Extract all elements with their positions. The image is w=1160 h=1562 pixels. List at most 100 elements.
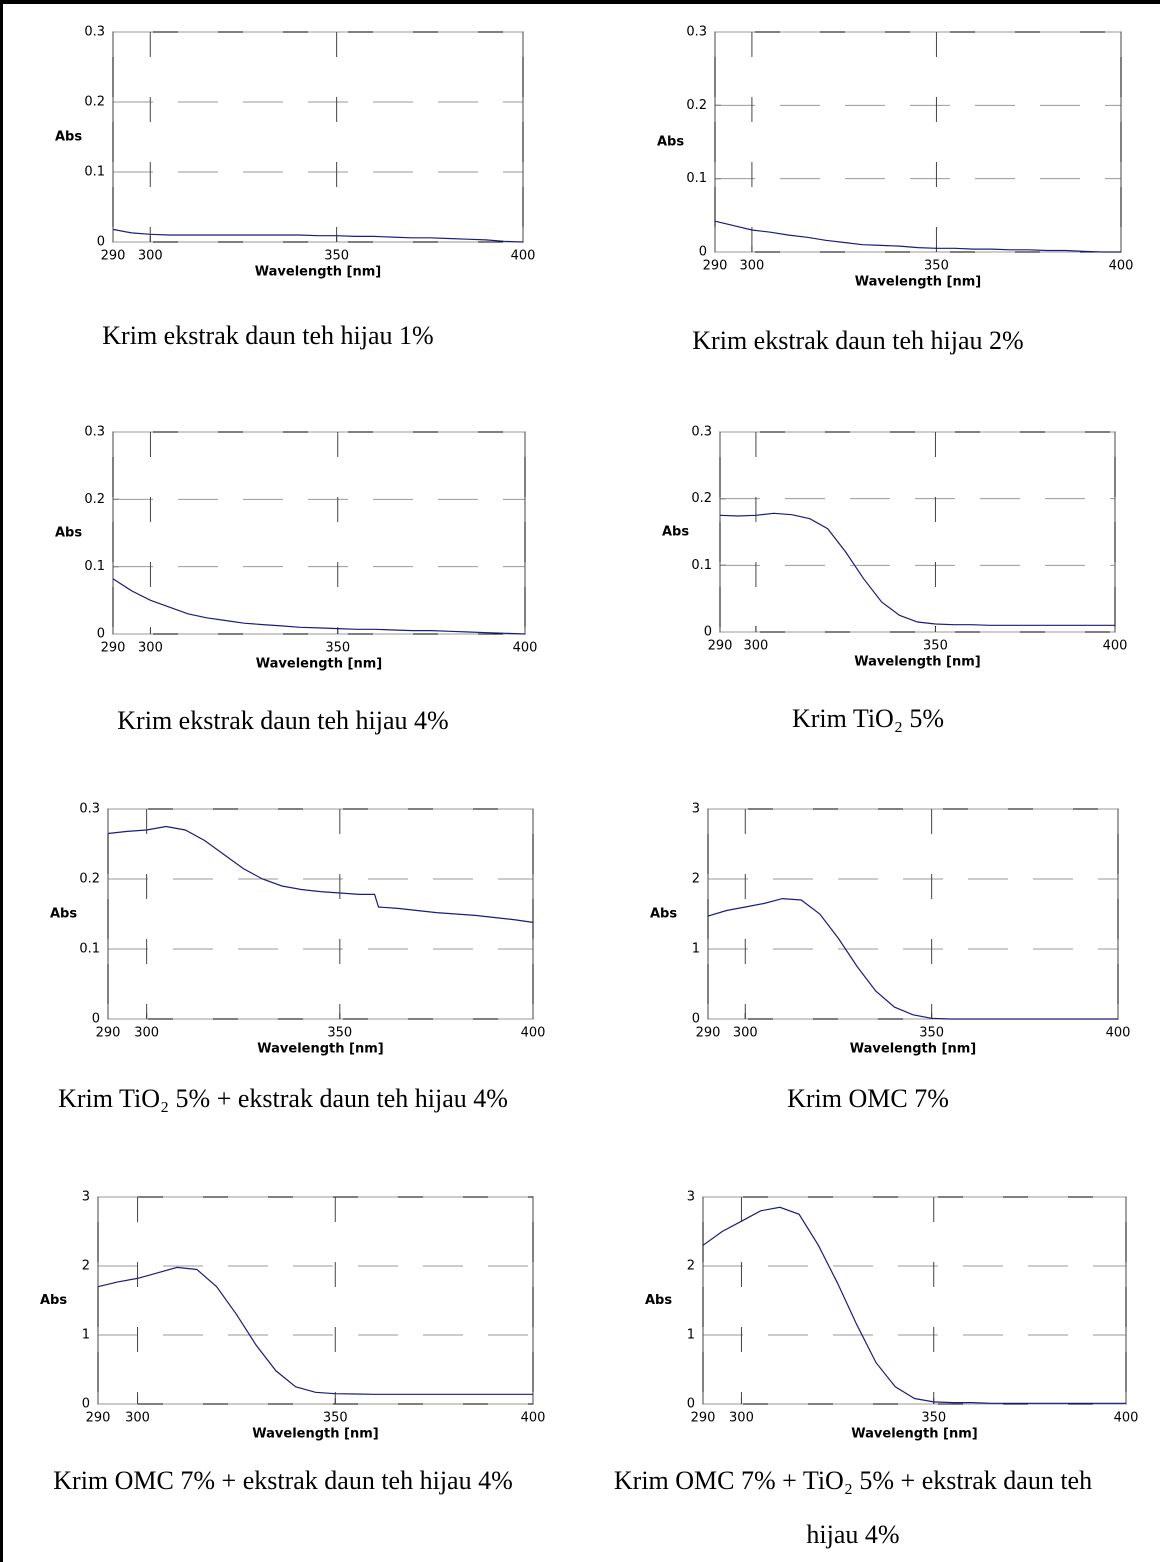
x-tick-label: 300 bbox=[739, 259, 764, 274]
x-tick-label: 300 bbox=[125, 1411, 150, 1426]
x-tick-label: 290 bbox=[96, 1026, 121, 1041]
x-tick-label: 350 bbox=[924, 259, 949, 274]
x-axis-label: Wavelength [nm] bbox=[850, 1042, 976, 1057]
y-tick-label: 0.1 bbox=[79, 942, 100, 957]
y-axis-label: Abs bbox=[657, 135, 684, 150]
y-tick-label: 1 bbox=[692, 942, 700, 957]
x-tick-label: 350 bbox=[327, 1026, 352, 1041]
caption: Krim OMC 7% bbox=[608, 1072, 1128, 1126]
y-tick-label: 1 bbox=[687, 1328, 695, 1343]
caption: Krim OMC 7% + ekstrak daun teh hijau 4% bbox=[23, 1454, 543, 1508]
spectrum-line bbox=[715, 221, 1121, 252]
x-tick-label: 400 bbox=[1103, 639, 1128, 654]
y-tick-label: 0.3 bbox=[79, 802, 100, 817]
y-tick-label: 0.2 bbox=[84, 95, 105, 110]
caption: Krim OMC 7% + TiO₂ 5% + ekstrak daun teh… bbox=[593, 1454, 1113, 1562]
y-tick-label: 0.3 bbox=[84, 425, 105, 440]
y-tick-label: 0 bbox=[82, 1397, 90, 1412]
y-tick-label: 0.1 bbox=[686, 171, 707, 186]
x-axis-label: Wavelength [nm] bbox=[854, 655, 980, 670]
x-tick-label: 300 bbox=[134, 1026, 159, 1041]
y-axis-label: Abs bbox=[650, 907, 677, 922]
y-tick-label: 0.2 bbox=[691, 491, 712, 506]
y-tick-label: 0.1 bbox=[691, 558, 712, 573]
spectrum-line bbox=[108, 827, 533, 923]
spectrum-line bbox=[113, 579, 525, 634]
x-axis-label: Wavelength [nm] bbox=[851, 1427, 977, 1442]
x-tick-label: 350 bbox=[921, 1411, 946, 1426]
plot-frame bbox=[113, 32, 523, 242]
spectrum-line bbox=[703, 1207, 1126, 1403]
y-tick-label: 0.2 bbox=[79, 872, 100, 887]
plot-frame bbox=[703, 1197, 1126, 1404]
x-tick-label: 290 bbox=[101, 249, 126, 264]
plot-frame bbox=[113, 432, 525, 634]
x-axis-label: Wavelength [nm] bbox=[256, 657, 382, 672]
y-tick-label: 0 bbox=[97, 627, 105, 642]
x-tick-label: 400 bbox=[1106, 1026, 1131, 1041]
x-tick-label: 290 bbox=[696, 1026, 721, 1041]
y-tick-label: 3 bbox=[687, 1190, 695, 1205]
y-tick-label: 0.1 bbox=[84, 165, 105, 180]
y-tick-label: 0.3 bbox=[691, 425, 712, 440]
x-tick-label: 350 bbox=[923, 639, 948, 654]
y-tick-label: 2 bbox=[82, 1259, 90, 1274]
plot-frame bbox=[715, 32, 1121, 252]
y-tick-label: 0 bbox=[699, 245, 707, 260]
y-tick-label: 0.3 bbox=[686, 25, 707, 40]
x-tick-label: 400 bbox=[521, 1411, 546, 1426]
y-axis-label: Abs bbox=[40, 1293, 67, 1308]
x-tick-label: 300 bbox=[743, 639, 768, 654]
caption: Krim TiO₂ 5% bbox=[608, 692, 1128, 746]
x-tick-label: 350 bbox=[323, 1411, 348, 1426]
x-axis-label: Wavelength [nm] bbox=[855, 275, 981, 290]
x-tick-label: 290 bbox=[703, 259, 728, 274]
y-tick-label: 3 bbox=[82, 1190, 90, 1205]
y-tick-label: 3 bbox=[692, 802, 700, 817]
y-axis-label: Abs bbox=[50, 907, 77, 922]
x-tick-label: 290 bbox=[101, 641, 126, 656]
y-tick-label: 1 bbox=[82, 1328, 90, 1343]
y-axis-label: Abs bbox=[662, 525, 689, 540]
page: 00.10.20.3290300350400AbsWavelength [nm]… bbox=[0, 0, 1160, 1562]
x-tick-label: 290 bbox=[691, 1411, 716, 1426]
y-axis-label: Abs bbox=[55, 526, 82, 541]
y-tick-label: 0 bbox=[692, 1012, 700, 1027]
y-tick-label: 0.2 bbox=[84, 492, 105, 507]
y-tick-label: 0.1 bbox=[84, 559, 105, 574]
x-tick-label: 350 bbox=[919, 1026, 944, 1041]
caption: Krim ekstrak daun teh hijau 4% bbox=[23, 694, 543, 748]
x-tick-label: 350 bbox=[325, 641, 350, 656]
y-axis-label: Abs bbox=[55, 130, 82, 145]
y-tick-label: 0 bbox=[687, 1397, 695, 1412]
y-tick-label: 0 bbox=[92, 1012, 100, 1027]
x-tick-label: 290 bbox=[86, 1411, 111, 1426]
plot-frame bbox=[708, 809, 1118, 1019]
x-tick-label: 350 bbox=[324, 249, 349, 264]
spectrum-line bbox=[113, 229, 523, 242]
y-tick-label: 2 bbox=[692, 872, 700, 887]
x-axis-label: Wavelength [nm] bbox=[255, 265, 381, 280]
plot-frame bbox=[720, 432, 1115, 632]
y-axis-label: Abs bbox=[645, 1293, 672, 1308]
plot-frame bbox=[108, 809, 533, 1019]
spectrum-line bbox=[98, 1267, 533, 1394]
x-tick-label: 400 bbox=[513, 641, 538, 656]
caption: Krim ekstrak daun teh hijau 2% bbox=[598, 314, 1118, 368]
x-axis-label: Wavelength [nm] bbox=[252, 1427, 378, 1442]
x-tick-label: 300 bbox=[729, 1411, 754, 1426]
x-tick-label: 400 bbox=[521, 1026, 546, 1041]
y-tick-label: 0 bbox=[704, 625, 712, 640]
x-tick-label: 400 bbox=[1109, 259, 1134, 274]
y-tick-label: 0.2 bbox=[686, 98, 707, 113]
x-tick-label: 300 bbox=[733, 1026, 758, 1041]
spectrum-line bbox=[708, 899, 1118, 1019]
plot-frame bbox=[98, 1197, 533, 1404]
spectrum-line bbox=[720, 513, 1115, 625]
y-tick-label: 0 bbox=[97, 235, 105, 250]
x-axis-label: Wavelength [nm] bbox=[257, 1042, 383, 1057]
y-tick-label: 0.3 bbox=[84, 25, 105, 40]
x-tick-label: 400 bbox=[511, 249, 536, 264]
x-tick-label: 300 bbox=[138, 249, 163, 264]
x-tick-label: 300 bbox=[138, 641, 163, 656]
